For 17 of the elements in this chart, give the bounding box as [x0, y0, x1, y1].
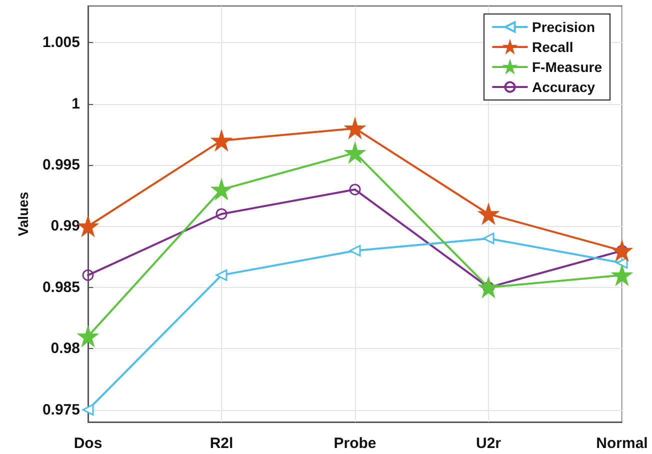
x-tick-label: Normal — [596, 435, 648, 452]
y-axis-title: Values — [15, 192, 31, 236]
x-tick-label: Probe — [334, 435, 376, 452]
x-tick-label: R2l — [210, 435, 234, 452]
x-tick-label: U2r — [476, 435, 502, 452]
legend-label: Recall — [532, 39, 574, 55]
y-tick-label: 0.975 — [42, 401, 80, 418]
y-tick-label: 0.985 — [42, 278, 80, 296]
legend-label: F-Measure — [532, 59, 602, 75]
y-tick-label: 0.98 — [50, 340, 80, 358]
y-tick-label: 1.005 — [42, 34, 80, 52]
y-tick-label: 1 — [72, 95, 80, 112]
x-tick-label: Dos — [74, 435, 102, 452]
y-tick-label: 0.995 — [42, 156, 80, 174]
y-tick-label: 0.99 — [50, 218, 80, 235]
legend-label: Accuracy — [532, 79, 596, 95]
legend-label: Precision — [532, 19, 596, 35]
